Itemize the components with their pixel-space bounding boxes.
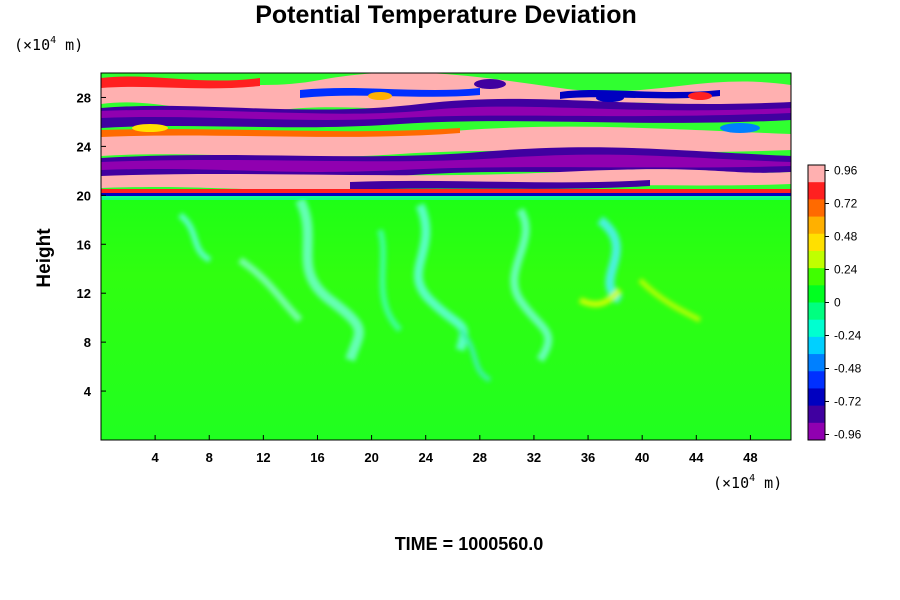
colorbar-swatch (808, 268, 825, 286)
y-axis: 4 8 12 16 20 24 28 (77, 90, 106, 399)
colorbar-swatch (808, 216, 825, 235)
colorbar-tick-label: -0.24 (834, 329, 862, 343)
x-tick-label: 44 (689, 450, 704, 465)
plot-frame (100, 72, 792, 441)
colorbar-swatch (808, 165, 825, 183)
colorbar-swatch (808, 336, 825, 355)
y-axis-unit: (×104 m) (14, 35, 83, 54)
colorbar-swatch (808, 285, 825, 303)
colorbar-tick-label: -0.48 (834, 362, 862, 376)
colorbar-tick-label: 0.72 (834, 197, 858, 211)
colorbar-swatch (808, 199, 825, 218)
x-axis: 4 8 12 16 20 24 28 32 36 40 44 48 (152, 435, 758, 465)
colorbar-tick-label: 0.24 (834, 263, 858, 277)
y-tick-label: 28 (77, 90, 91, 105)
stratified-layers (101, 73, 791, 200)
colorbar-swatch (808, 388, 825, 407)
x-tick-label: 16 (310, 450, 324, 465)
y-tick-label: 8 (84, 335, 91, 350)
chart-title: Potential Temperature Deviation (255, 1, 637, 29)
y-tick-label: 24 (77, 139, 92, 154)
y-tick-label: 16 (77, 237, 91, 252)
colorbar-swatch (808, 302, 825, 321)
colorbar-swatch (808, 371, 825, 389)
colorbar-tick-label: 0.96 (834, 164, 858, 178)
colorbar-tick-label: -0.96 (834, 428, 862, 442)
y-tick-label: 20 (77, 188, 91, 203)
colorbar: 0.96 0.72 0.48 0.24 0 -0.24 -0.48 -0.72 -0.96 (807, 164, 862, 442)
y-tick-label: 12 (77, 286, 91, 301)
colorbar-swatch (808, 354, 825, 372)
x-tick-label: 12 (256, 450, 270, 465)
colorbar-swatch (808, 405, 825, 424)
x-tick-label: 4 (152, 450, 160, 465)
x-tick-label: 28 (473, 450, 487, 465)
y-tick-label: 4 (84, 384, 92, 399)
colorbar-swatch (808, 233, 825, 252)
x-tick-label: 20 (364, 450, 378, 465)
x-axis-unit: (×104 m) (713, 473, 782, 492)
x-tick-label: 24 (418, 450, 433, 465)
plot-area (101, 73, 791, 440)
time-label: TIME = 1000560.0 (395, 534, 544, 554)
colorbar-swatch (808, 250, 825, 269)
x-tick-label: 48 (743, 450, 757, 465)
colorbar-swatch (808, 182, 825, 200)
colorbar-swatch (808, 422, 825, 441)
x-tick-label: 40 (635, 450, 649, 465)
y-axis-label: Height (34, 228, 55, 288)
colorbar-swatch (808, 319, 825, 338)
x-tick-label: 36 (581, 450, 595, 465)
x-tick-label: 32 (527, 450, 541, 465)
x-tick-label: 8 (206, 450, 213, 465)
colorbar-tick-label: -0.72 (834, 395, 862, 409)
colorbar-tick-label: 0 (834, 296, 841, 310)
turbulence-plumes (178, 197, 702, 383)
colorbar-tick-label: 0.48 (834, 230, 858, 244)
